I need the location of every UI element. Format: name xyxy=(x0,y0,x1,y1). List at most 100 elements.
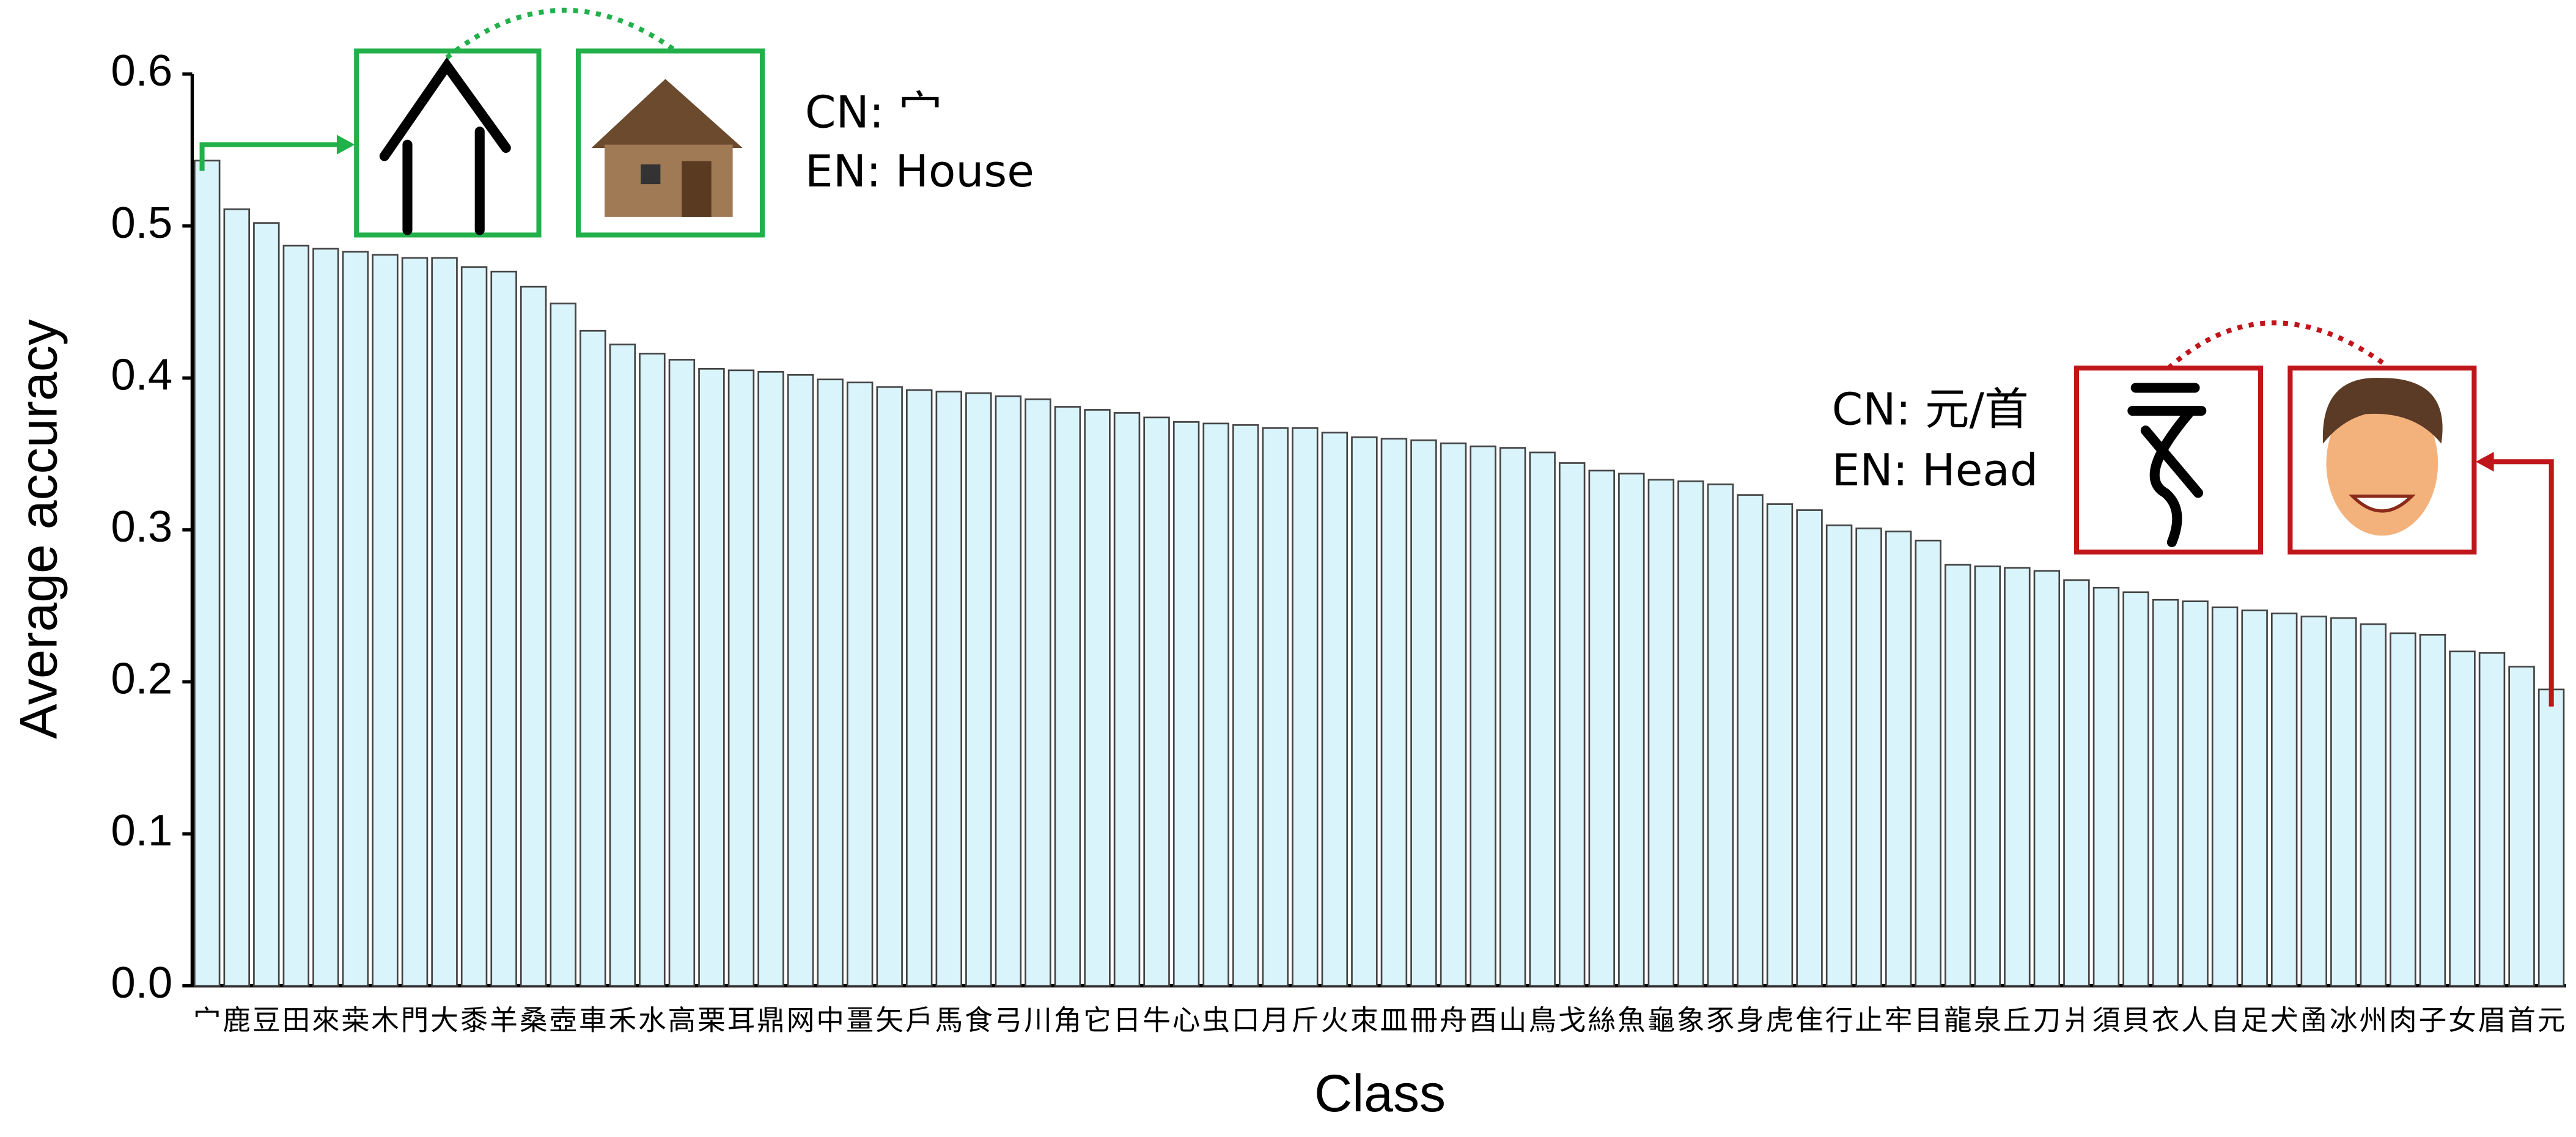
x-tick-label: 來 xyxy=(312,1004,340,1036)
bar xyxy=(253,222,280,987)
house-annotation: CN: 宀 EN: House xyxy=(199,7,1034,238)
arrow xyxy=(199,142,342,171)
bar xyxy=(757,370,784,987)
bar xyxy=(1915,539,1941,987)
x-tick-label: 隹 xyxy=(1795,1004,1823,1036)
x-tick-label: 月 xyxy=(1261,1004,1289,1036)
bar xyxy=(2449,650,2476,987)
bar xyxy=(1202,422,1229,987)
bar xyxy=(520,285,547,987)
x-tick-label: 朿 xyxy=(1350,1004,1378,1036)
bar xyxy=(2360,623,2387,987)
bar xyxy=(2241,609,2268,987)
bar xyxy=(550,303,576,987)
house-roof xyxy=(591,79,743,148)
bar xyxy=(2004,567,2031,987)
x-tick-label: 中 xyxy=(816,1004,844,1036)
bar xyxy=(609,344,636,987)
x-tick-label: 畺 xyxy=(846,1004,874,1036)
bar xyxy=(965,392,992,987)
bar xyxy=(1974,565,2001,987)
x-tick-label: 絲 xyxy=(1588,1004,1616,1036)
bar xyxy=(401,257,429,987)
bar xyxy=(876,386,903,987)
x-tick-label: 川 xyxy=(1024,1004,1052,1036)
x-tick-label: 网 xyxy=(787,1004,815,1036)
x-tick-label: 大 xyxy=(430,1004,458,1036)
x-tick-label: 斤 xyxy=(1291,1004,1319,1036)
x-tick-label: 目 xyxy=(1914,1004,1942,1036)
x-tick-label: 火 xyxy=(1320,1004,1349,1036)
x-tick-label: 酉 xyxy=(1469,1004,1497,1036)
bar xyxy=(2270,613,2298,987)
x-tick-label: 刀 xyxy=(2033,1004,2061,1036)
x-tick-label: 口 xyxy=(1232,1004,1260,1036)
x-tick-label: 山 xyxy=(1499,1004,1527,1036)
bar xyxy=(193,160,221,987)
x-tick-label: 冊 xyxy=(1410,1004,1438,1036)
y-tick-label: 0.2 xyxy=(111,654,172,704)
x-tick-label: 貝 xyxy=(2122,1004,2150,1036)
x-tick-label: 丘 xyxy=(2003,1004,2031,1036)
x-tick-label: 戈 xyxy=(1558,1004,1586,1036)
bar xyxy=(1470,445,1496,987)
x-tick-label: 犬 xyxy=(2270,1004,2298,1036)
bar xyxy=(1647,479,1675,987)
x-tick-label: 龍 xyxy=(1944,1004,1972,1036)
bar xyxy=(2211,606,2239,987)
bar xyxy=(490,270,517,987)
x-tick-label: 子 xyxy=(2419,1004,2447,1036)
x-tick-label: 元 xyxy=(2537,1004,2566,1036)
x-tick-label: 虎 xyxy=(1766,1004,1794,1036)
annotation: EN: House xyxy=(805,146,1034,197)
mouth xyxy=(2349,495,2416,513)
x-tick-label: 女 xyxy=(2448,1004,2476,1036)
bar xyxy=(698,367,725,987)
glyph-box xyxy=(354,48,542,238)
bar xyxy=(1262,427,1289,987)
x-tick-label: 豕 xyxy=(1707,1004,1735,1036)
x-tick-label: 矢 xyxy=(875,1004,903,1036)
bar xyxy=(639,353,666,987)
bar xyxy=(2182,600,2209,987)
bar xyxy=(1232,424,1259,987)
x-axis-label: Class xyxy=(1314,1064,1446,1123)
head-annotation: CN: 元/首 EN: Head xyxy=(1832,320,2554,707)
bar xyxy=(1529,451,1556,987)
x-tick-label: 虫 xyxy=(1202,1004,1230,1036)
bar xyxy=(1945,564,1971,987)
bar xyxy=(906,389,933,987)
link xyxy=(445,7,675,60)
bar xyxy=(2478,652,2506,987)
bar xyxy=(2390,632,2416,987)
x-tick-label: 須 xyxy=(2092,1004,2121,1036)
x-tick-label: 食 xyxy=(965,1004,993,1036)
house-wall xyxy=(605,144,733,217)
bar xyxy=(1707,483,1734,987)
bar xyxy=(1796,509,1823,987)
bar xyxy=(1292,427,1319,987)
bar xyxy=(2122,591,2149,987)
bar xyxy=(787,373,814,987)
x-tick-label: 高 xyxy=(668,1004,696,1036)
x-tick-label: 自 xyxy=(2211,1004,2239,1036)
bar xyxy=(1737,494,1764,987)
x-tick-label: 田 xyxy=(282,1004,310,1036)
annotation: CN: 宀 xyxy=(805,87,943,138)
x-tick-label: 宀 xyxy=(193,1004,221,1036)
bar xyxy=(2063,579,2090,987)
bar xyxy=(2508,666,2535,987)
bar xyxy=(2300,616,2327,987)
glyph xyxy=(379,57,511,235)
x-tick-label: 衣 xyxy=(2152,1004,2180,1036)
x-tick-label: 它 xyxy=(1083,1004,1111,1036)
bar xyxy=(668,359,696,987)
bar xyxy=(995,395,1022,987)
bar xyxy=(1172,421,1200,987)
x-tick-label: 栗 xyxy=(697,1004,726,1036)
bar xyxy=(1618,473,1645,987)
x-tick-label: 泉 xyxy=(1973,1004,2001,1036)
bar xyxy=(935,391,963,987)
x-tick-label: 豆 xyxy=(252,1004,281,1036)
x-tick-label: 羊 xyxy=(490,1004,518,1036)
